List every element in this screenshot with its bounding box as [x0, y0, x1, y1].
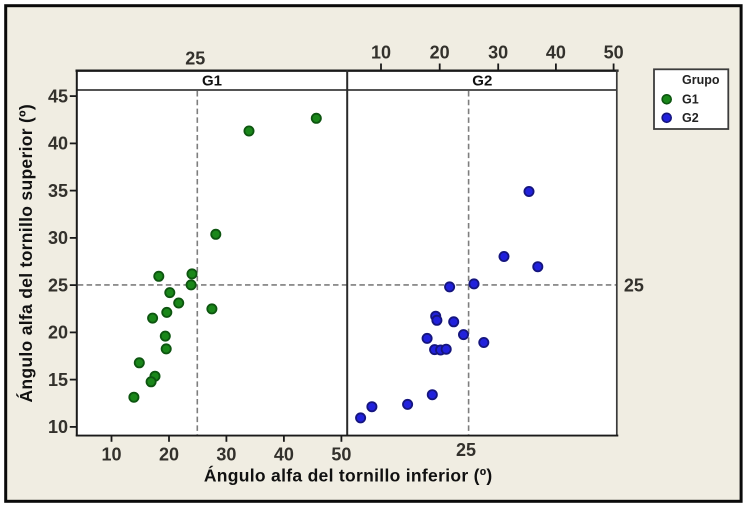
svg-text:10: 10: [371, 43, 391, 63]
svg-text:Ángulo alfa del tornillo infer: Ángulo alfa del tornillo inferior (º): [204, 465, 493, 486]
svg-text:50: 50: [331, 445, 351, 465]
svg-text:25: 25: [456, 440, 476, 460]
svg-text:25: 25: [624, 276, 644, 296]
svg-text:G2: G2: [682, 111, 699, 125]
svg-text:35: 35: [48, 181, 68, 201]
svg-text:45: 45: [48, 86, 68, 106]
svg-text:25: 25: [48, 275, 68, 295]
svg-text:25: 25: [185, 48, 205, 68]
svg-text:30: 30: [48, 228, 68, 248]
svg-text:G1: G1: [682, 93, 699, 107]
svg-text:40: 40: [546, 43, 566, 63]
svg-text:G1: G1: [202, 73, 222, 90]
svg-text:20: 20: [159, 445, 179, 465]
svg-text:Ángulo alfa del tornillo super: Ángulo alfa del tornillo superior (º): [15, 104, 36, 402]
svg-text:30: 30: [216, 445, 236, 465]
svg-text:40: 40: [48, 134, 68, 154]
svg-text:G2: G2: [472, 73, 492, 90]
svg-text:15: 15: [48, 370, 68, 390]
svg-text:10: 10: [48, 417, 68, 437]
svg-text:40: 40: [274, 445, 294, 465]
svg-text:20: 20: [430, 43, 450, 63]
svg-text:Grupo: Grupo: [682, 73, 720, 87]
svg-text:30: 30: [488, 43, 508, 63]
svg-text:10: 10: [101, 445, 121, 465]
svg-text:20: 20: [48, 323, 68, 343]
svg-text:50: 50: [604, 43, 624, 63]
